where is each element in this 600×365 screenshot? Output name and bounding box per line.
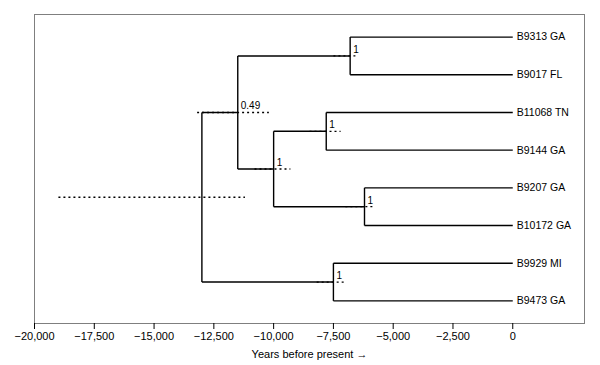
svg-text:1: 1 <box>277 157 283 168</box>
svg-text:0.49: 0.49 <box>241 100 261 111</box>
svg-text:B9929 MI: B9929 MI <box>517 257 562 269</box>
svg-text:1: 1 <box>329 119 335 130</box>
svg-text:0: 0 <box>510 330 516 342</box>
svg-text:B9017 FL: B9017 FL <box>517 68 563 80</box>
svg-text:B9144 GA: B9144 GA <box>517 144 565 156</box>
svg-text:1: 1 <box>353 44 359 55</box>
svg-text:Years before present →: Years before present → <box>252 348 368 360</box>
svg-text:−10,000: −10,000 <box>254 330 294 342</box>
svg-text:−2,500: −2,500 <box>436 330 470 342</box>
svg-text:−15,000: −15,000 <box>134 330 174 342</box>
svg-text:−12,500: −12,500 <box>194 330 234 342</box>
svg-text:1: 1 <box>336 270 342 281</box>
svg-text:B9207 GA: B9207 GA <box>517 181 565 193</box>
svg-text:1: 1 <box>368 195 374 206</box>
svg-text:−20,000: −20,000 <box>14 330 54 342</box>
svg-text:−5,000: −5,000 <box>376 330 410 342</box>
svg-text:B11068 TN: B11068 TN <box>517 106 569 118</box>
svg-text:B9313 GA: B9313 GA <box>517 30 565 42</box>
svg-text:−17,500: −17,500 <box>74 330 114 342</box>
svg-text:−7,500: −7,500 <box>316 330 350 342</box>
svg-text:B10172 GA: B10172 GA <box>517 219 571 231</box>
svg-text:B9473 GA: B9473 GA <box>517 294 565 306</box>
